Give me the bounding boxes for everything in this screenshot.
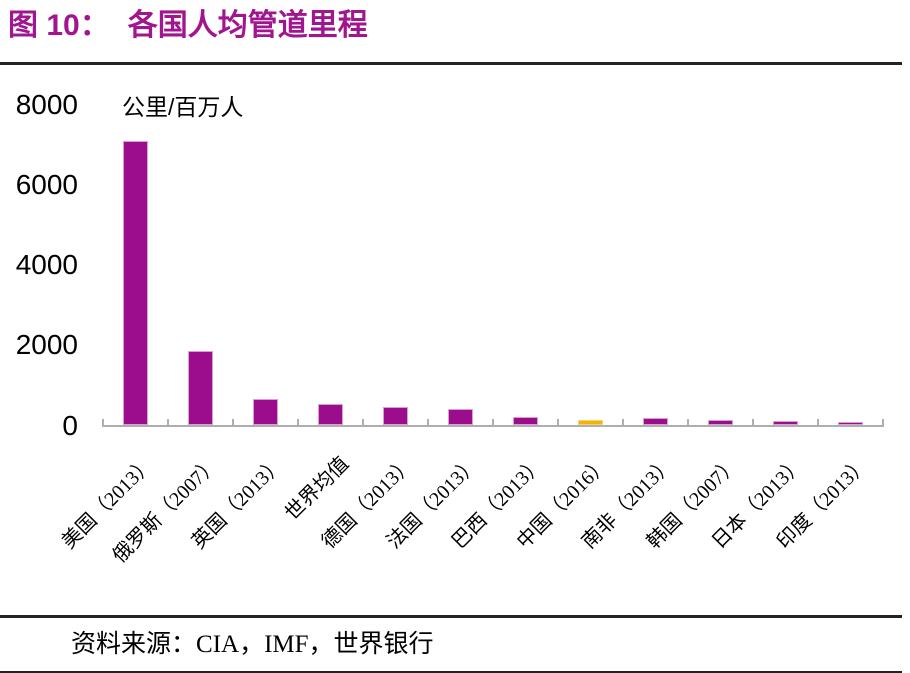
x-axis-tickmark [362,418,364,427]
title-divider-line [0,62,902,65]
figure-title: 图 10： 各国人均管道里程 [8,6,368,46]
x-axis-tickmark [817,418,819,427]
bar-3 [253,399,278,426]
figure-number-label: 图 10： [8,9,110,42]
bar-2 [188,351,213,426]
source-prefix: 资料来源： [71,631,197,658]
source-divider-line [0,615,902,618]
x-axis-tickmark [882,418,884,427]
figure-title-text: 各国人均管道里程 [127,9,368,42]
x-axis-tickmark [752,418,754,427]
x-axis-tickmark [167,418,169,427]
y-axis-tick-label: 2000 [15,329,78,361]
bar-chart: 8000 6000 4000 2000 0 公里/百万人 美国（2013） 俄罗斯（200… [15,89,884,567]
bar-6 [448,409,473,426]
y-axis-tick-label: 4000 [15,249,78,281]
source-note: 资料来源：CIA，IMF，世界银行 [71,628,434,662]
x-axis-tickmark [557,418,559,427]
x-axis-tickmark [297,418,299,427]
x-axis-tickmark [687,418,689,427]
source-text: CIA，IMF，世界银行 [196,631,434,658]
x-axis-tickmark [492,418,494,427]
x-axis-tickmark [427,418,429,427]
bottom-border-line [0,670,902,673]
x-axis-tickmark [622,418,624,427]
y-axis-tick-label: 6000 [15,169,78,201]
x-axis-tickmark [102,418,104,427]
bar-5 [383,407,408,426]
bar-4 [318,403,343,426]
bar-1 [123,141,148,426]
y-axis-tick-label: 8000 [15,89,78,121]
y-axis-unit-label: 公里/百万人 [122,94,244,120]
y-axis-tick-label: 0 [62,409,78,441]
x-axis-tickmark [232,418,234,427]
